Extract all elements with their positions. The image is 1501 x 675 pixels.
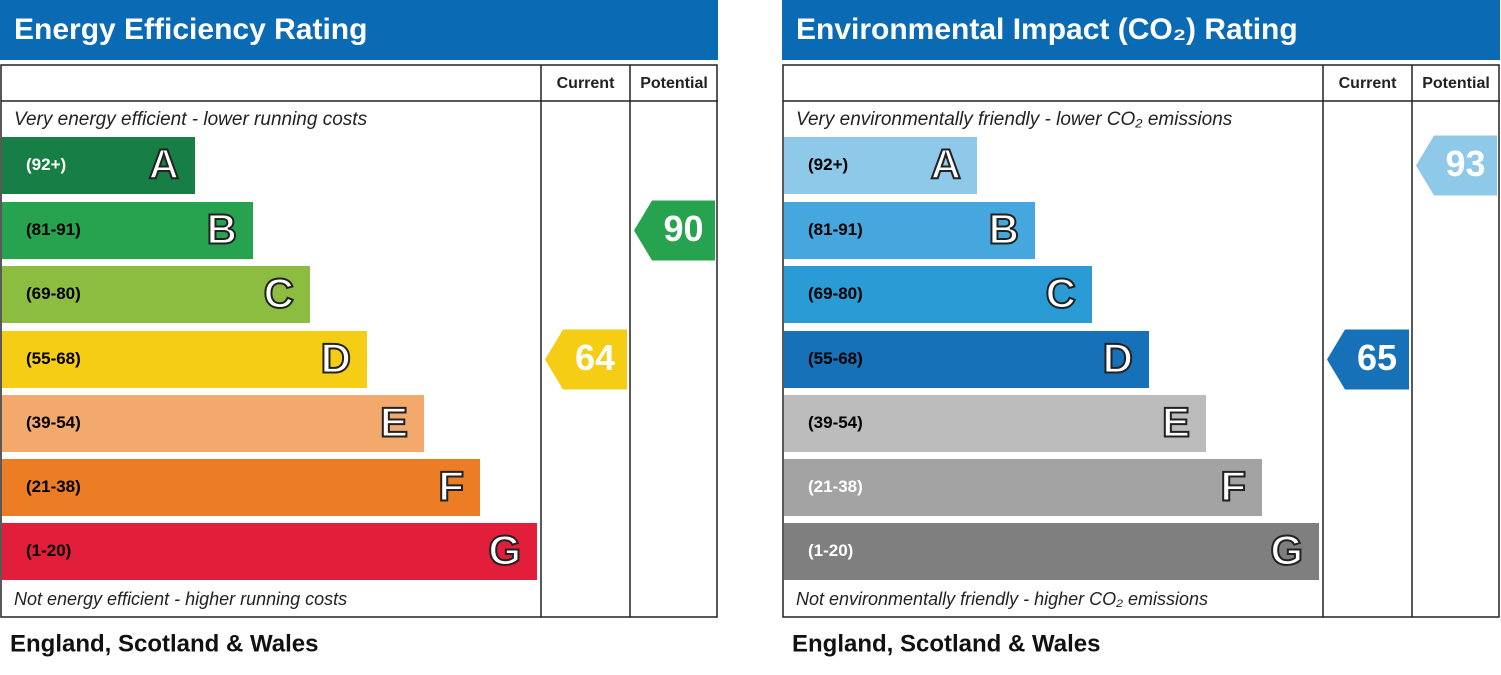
top-label: Very environmentally friendly - lower CO…	[796, 109, 1233, 130]
band	[784, 523, 1319, 580]
band	[2, 202, 253, 259]
band	[784, 137, 977, 194]
band-range: (39-54)	[808, 413, 863, 432]
band-range: (81-91)	[808, 220, 863, 239]
band	[2, 395, 424, 452]
panel-title: Environmental Impact (CO₂) Rating	[796, 13, 1298, 46]
band-letter: A	[931, 141, 961, 188]
column-header: Potential	[640, 75, 708, 92]
rating-value: 90	[663, 208, 703, 249]
band	[2, 523, 537, 580]
top-label: Very energy efficient - lower running co…	[14, 109, 368, 130]
band-range: (92+)	[808, 155, 848, 174]
band-letter: E	[380, 399, 408, 446]
band-letter: C	[1046, 270, 1076, 317]
bottom-label: Not environmentally friendly - higher CO…	[796, 589, 1208, 609]
rating-arrow	[1416, 135, 1497, 196]
band-range: (39-54)	[26, 413, 81, 432]
band-letter: D	[321, 335, 351, 382]
rating-value: 64	[575, 337, 615, 378]
band	[784, 459, 1262, 516]
band-range: (1-20)	[26, 541, 71, 560]
band-letter: A	[149, 141, 179, 188]
band-letter: B	[207, 206, 237, 253]
band-letter: G	[488, 527, 521, 574]
band-range: (1-20)	[808, 541, 853, 560]
bottom-label: Not energy efficient - higher running co…	[14, 589, 347, 609]
band	[2, 331, 367, 388]
rating-arrow	[1327, 329, 1409, 390]
band	[2, 266, 310, 323]
band-letter: G	[1270, 527, 1303, 574]
band	[2, 459, 480, 516]
band-range: (92+)	[26, 155, 66, 174]
band-range: (55-68)	[808, 349, 863, 368]
band-letter: F	[438, 463, 464, 510]
panel-title: Energy Efficiency Rating	[14, 13, 367, 46]
band-range: (69-80)	[26, 284, 81, 303]
footer: England, Scotland & Wales	[10, 630, 318, 657]
band-letter: C	[264, 270, 294, 317]
rating-value: 65	[1357, 337, 1397, 378]
band-range: (81-91)	[26, 220, 81, 239]
band	[784, 395, 1206, 452]
band	[2, 137, 195, 194]
column-header: Potential	[1422, 75, 1490, 92]
band	[784, 331, 1149, 388]
rating-value: 93	[1445, 143, 1485, 184]
column-header: Current	[557, 75, 615, 92]
band-letter: D	[1103, 335, 1133, 382]
band-letter: E	[1162, 399, 1190, 446]
band-range: (21-38)	[26, 477, 81, 496]
band	[784, 266, 1092, 323]
band-range: (21-38)	[808, 477, 863, 496]
band-range: (55-68)	[26, 349, 81, 368]
header-bar	[782, 0, 1500, 60]
rating-arrow	[545, 329, 627, 390]
footer: England, Scotland & Wales	[792, 630, 1100, 657]
band-letter: B	[989, 206, 1019, 253]
rating-arrow	[634, 200, 715, 261]
band-range: (69-80)	[808, 284, 863, 303]
band-letter: F	[1220, 463, 1246, 510]
frame	[782, 64, 1500, 618]
column-header: Current	[1339, 75, 1397, 92]
band	[784, 202, 1035, 259]
frame	[0, 64, 718, 618]
header-bar	[0, 0, 718, 60]
